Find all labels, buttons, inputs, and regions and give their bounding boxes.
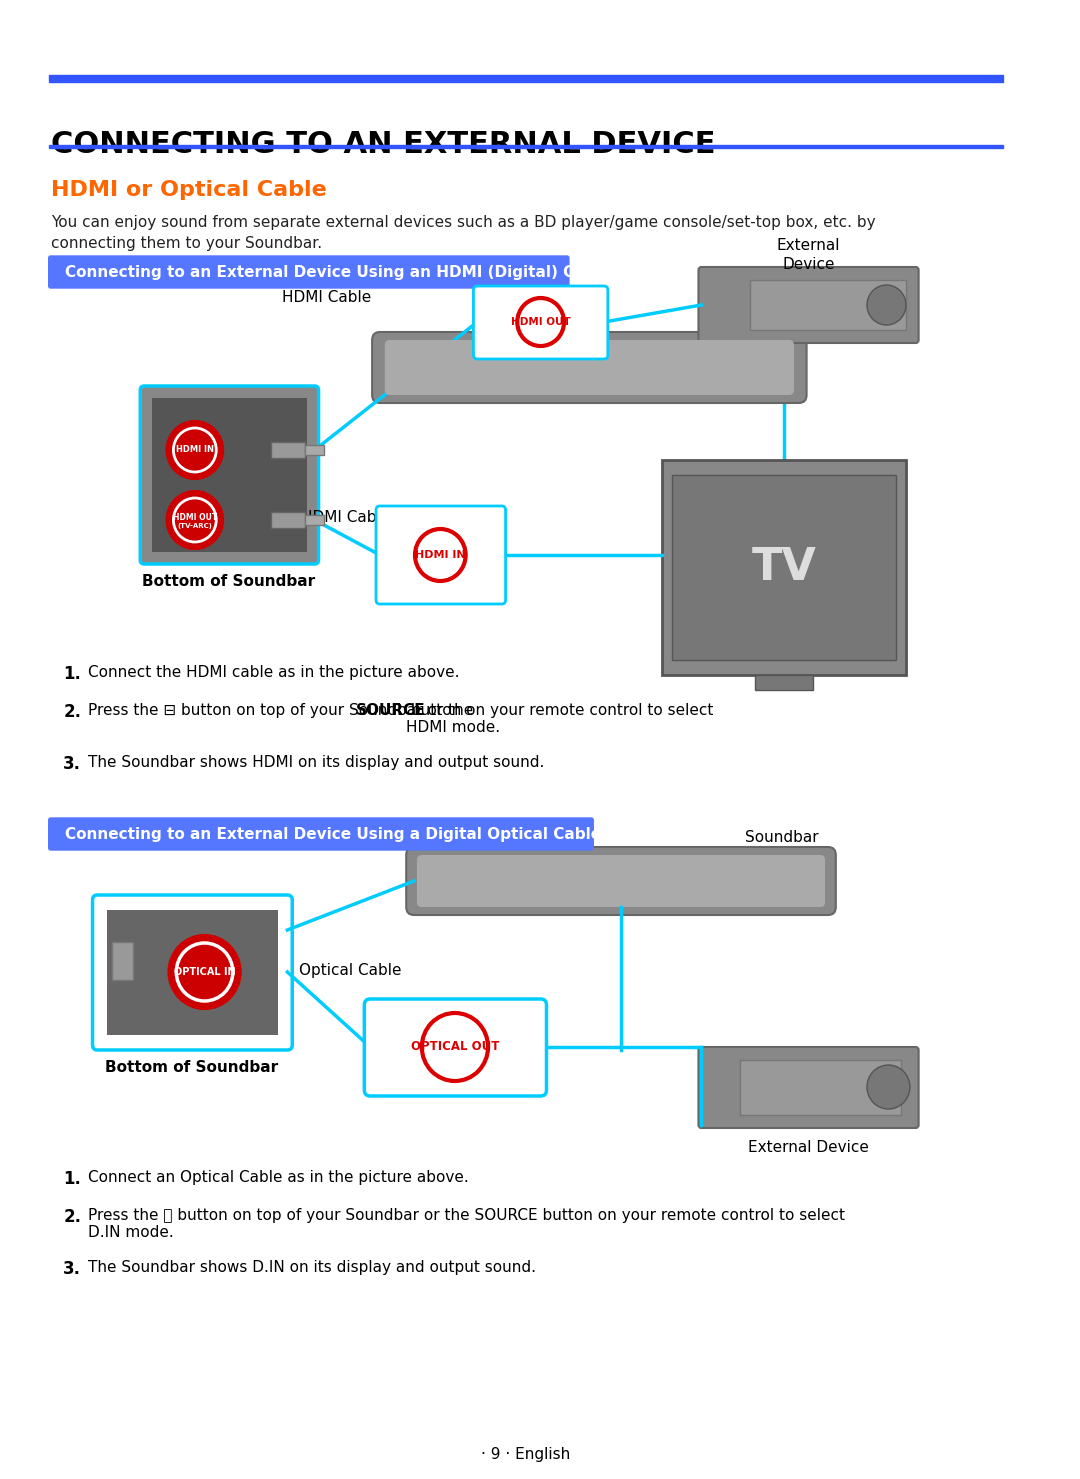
Text: You can enjoy sound from separate external devices such as a BD player/game cons: You can enjoy sound from separate extern… [51,214,875,251]
FancyBboxPatch shape [376,506,505,603]
Circle shape [176,944,233,1001]
Text: 1.: 1. [64,1170,81,1188]
Bar [152,398,307,552]
Text: Press the ⊟ button on top of your Soundbar or the: Press the ⊟ button on top of your Soundb… [87,703,477,717]
Circle shape [167,493,222,549]
Text: Connect an Optical Cable as in the picture above.: Connect an Optical Cable as in the pictu… [87,1170,469,1185]
Text: 3.: 3. [64,1260,81,1278]
Circle shape [174,427,216,472]
FancyBboxPatch shape [384,340,794,395]
Text: button on your remote control to select
HDMI mode.: button on your remote control to select … [406,703,714,735]
Text: The Soundbar shows HDMI on its display and output sound.: The Soundbar shows HDMI on its display a… [87,754,544,771]
Text: HDMI OUT: HDMI OUT [511,317,570,327]
Bar [672,475,896,660]
Text: 2.: 2. [64,1208,81,1226]
Text: HDMI IN: HDMI IN [415,550,465,561]
Text: The Soundbar shows D.IN on its display and output sound.: The Soundbar shows D.IN on its display a… [87,1260,536,1275]
Bar [662,460,906,674]
FancyBboxPatch shape [699,1047,919,1128]
Text: Press the ⎗ button on top of your Soundbar or the SOURCE button on your remote c: Press the ⎗ button on top of your Soundb… [87,1208,845,1241]
Bar [755,674,813,691]
FancyBboxPatch shape [473,285,608,359]
Text: HDMI OUT: HDMI OUT [173,513,217,522]
Text: OPTICAL IN: OPTICAL IN [174,967,235,978]
FancyBboxPatch shape [140,386,319,563]
Text: External
Device: External Device [777,238,840,272]
Text: Soundbar: Soundbar [744,830,819,845]
FancyBboxPatch shape [49,256,569,288]
Text: 3.: 3. [64,754,81,774]
FancyBboxPatch shape [417,855,825,907]
Text: HDMI Cable: HDMI Cable [301,510,391,525]
Text: · 9 · English: · 9 · English [482,1448,570,1463]
Circle shape [167,422,222,478]
Text: (TV-ARC): (TV-ARC) [177,524,213,529]
Text: Bottom of Soundbar: Bottom of Soundbar [143,574,315,590]
Text: SOURCE: SOURCE [355,703,426,717]
Text: Connecting to an External Device Using an HDMI (Digital) Cable: Connecting to an External Device Using a… [65,265,611,280]
Text: TV: TV [752,546,816,589]
Text: External Device: External Device [748,1139,869,1155]
Text: Bottom of Soundbar: Bottom of Soundbar [106,1059,279,1075]
Circle shape [867,285,906,325]
FancyBboxPatch shape [93,895,293,1050]
Bar [107,910,278,1035]
Bar [112,942,134,981]
Text: Optical Cable: Optical Cable [299,963,402,978]
FancyBboxPatch shape [373,331,807,402]
Bar [49,75,1003,81]
Text: OPTICAL OUT: OPTICAL OUT [410,1041,499,1053]
Circle shape [517,297,564,346]
Text: Soundbar: Soundbar [705,318,780,333]
FancyBboxPatch shape [49,818,593,850]
Bar [271,512,305,528]
FancyBboxPatch shape [406,847,836,916]
Text: HDMI Cable: HDMI Cable [282,290,370,306]
Circle shape [415,529,465,581]
Bar [751,280,906,330]
Bar [741,1060,901,1115]
FancyBboxPatch shape [364,998,546,1096]
Text: HDMI or Optical Cable: HDMI or Optical Cable [51,180,326,200]
Bar [271,442,305,458]
Circle shape [867,1065,909,1109]
Circle shape [170,936,240,1009]
Text: HDMI IN: HDMI IN [176,445,214,454]
Circle shape [422,1013,488,1081]
Text: Connect the HDMI cable as in the picture above.: Connect the HDMI cable as in the picture… [87,666,459,680]
Circle shape [174,498,216,541]
Text: CONNECTING TO AN EXTERNAL DEVICE: CONNECTING TO AN EXTERNAL DEVICE [51,130,715,160]
Bar [305,515,324,525]
FancyBboxPatch shape [699,268,919,343]
Text: 1.: 1. [64,666,81,683]
Text: Connecting to an External Device Using a Digital Optical Cable: Connecting to an External Device Using a… [65,827,602,842]
Bar [305,445,324,456]
Bar [49,145,1003,148]
Text: 2.: 2. [64,703,81,720]
